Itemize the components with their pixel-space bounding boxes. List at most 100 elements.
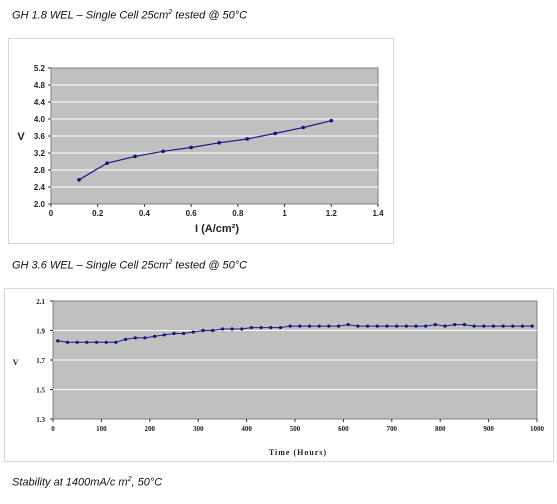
series-line <box>57 324 533 343</box>
y-tick-label: 3.6 <box>34 132 46 141</box>
footer-caption-tail: , 50°C <box>131 476 163 489</box>
x-tick-label: 0 <box>49 209 54 218</box>
data-point <box>162 333 166 337</box>
data-point <box>133 154 137 159</box>
x-tick-label: 800 <box>435 425 446 433</box>
x-tick-label: 1.2 <box>326 209 338 218</box>
y-tick-label: 3.2 <box>34 149 46 158</box>
data-point <box>433 323 437 327</box>
polarization-chart: 2.0 2.4 2.8 3.2 3.6 4.0 4.4 4.8 5.2 0 0.2 0.4 0.6 0.8… <box>8 38 394 244</box>
data-point <box>385 324 389 328</box>
chart1-caption-tail: tested @ 50°C <box>172 9 248 22</box>
data-point <box>530 324 534 328</box>
chart1-caption-text: GH 1.8 WEL – Single Cell 25cm <box>12 9 169 22</box>
data-point <box>301 125 306 130</box>
data-point <box>329 118 334 123</box>
data-point <box>161 149 165 154</box>
data-point <box>273 131 278 136</box>
data-point <box>307 324 312 328</box>
data-point <box>56 339 60 343</box>
data-point <box>462 323 466 327</box>
x-tick-label: 1.4 <box>372 209 384 218</box>
y-tick-label: 2.0 <box>34 200 46 209</box>
data-point <box>317 324 321 328</box>
x-tick-label: 300 <box>193 425 204 433</box>
y-tick-label: 5.2 <box>34 64 46 73</box>
y-axis-label: V <box>13 358 20 367</box>
data-point <box>220 327 224 331</box>
chart1-caption: GH 1.8 WEL – Single Cell 25cm2 tested @ … <box>12 9 247 22</box>
data-point <box>77 177 81 182</box>
y-tick-label: 1.5 <box>36 387 45 395</box>
data-point <box>472 324 476 328</box>
data-point <box>114 340 118 344</box>
data-point <box>404 324 408 328</box>
data-point <box>269 325 273 330</box>
x-tick-label: 0.2 <box>92 209 104 218</box>
y-tick-label: 1.9 <box>36 328 45 336</box>
data-point <box>104 340 108 344</box>
data-point <box>414 324 418 328</box>
data-point <box>133 336 137 340</box>
data-point <box>245 137 249 141</box>
data-point <box>424 324 428 328</box>
data-point <box>85 340 89 344</box>
y-axis-label: V <box>17 131 25 143</box>
data-point <box>501 324 505 328</box>
x-tick-label: 0.8 <box>232 209 244 218</box>
data-point <box>230 327 234 331</box>
data-point <box>395 324 399 328</box>
y-tick-label: 1.7 <box>36 357 45 365</box>
chart1-caption-sup: 2 <box>168 9 173 16</box>
y-tick-label: 4.4 <box>34 98 46 107</box>
x-tick-label: 600 <box>338 425 349 433</box>
data-point <box>356 324 360 328</box>
data-point <box>75 340 79 344</box>
x-tick-label: 200 <box>145 425 156 433</box>
data-point <box>172 331 176 336</box>
data-point <box>298 324 302 328</box>
data-point <box>453 323 457 327</box>
data-point <box>124 337 128 341</box>
data-point <box>182 331 186 336</box>
chart2-caption-text: GH 3.6 WEL – Single Cell 25cm <box>12 259 169 272</box>
x-tick-label: 700 <box>387 425 398 433</box>
x-tick-label: 0.4 <box>139 209 151 218</box>
data-point <box>65 340 70 344</box>
stability-chart: 1.3 1.5 1.7 1.9 2.1 0 100 200 300 400 500 600 700 800… <box>4 288 554 462</box>
x-axis-label: I (A/cm²) <box>195 223 239 235</box>
data-point <box>366 324 370 328</box>
data-point <box>482 324 486 328</box>
data-point <box>211 328 215 333</box>
y-tick-label: 1.3 <box>36 416 45 424</box>
footer-caption: Stability at 1400mA/c m2, 50°C <box>12 476 162 489</box>
footer-caption-text: Stability at 1400mA/c m <box>12 476 128 489</box>
x-tick-label: 100 <box>96 425 107 433</box>
data-point <box>375 324 379 328</box>
x-axis-label: Time (Hours) <box>269 448 327 457</box>
x-tick-label: 900 <box>483 425 494 433</box>
data-point <box>189 145 193 150</box>
chart2-caption: GH 3.6 WEL – Single Cell 25cm2 tested @ … <box>12 259 247 272</box>
data-point <box>143 336 147 340</box>
data-point <box>520 324 525 328</box>
x-tick-label: 500 <box>290 425 301 433</box>
data-point <box>201 328 205 333</box>
x-tick-label: 1000 <box>530 425 545 433</box>
chart2-caption-tail: tested @ 50°C <box>172 259 248 272</box>
data-point <box>278 325 283 330</box>
data-point <box>288 324 292 328</box>
data-point <box>249 325 254 330</box>
y-tick-label: 4.0 <box>34 115 46 124</box>
data-point <box>217 141 221 145</box>
data-point <box>259 325 263 330</box>
series-line <box>78 120 332 181</box>
data-point <box>336 324 341 328</box>
data-point <box>153 334 157 338</box>
y-tick-label: 2.4 <box>34 183 46 192</box>
y-tick-label: 2.1 <box>36 298 45 306</box>
x-tick-label: 400 <box>241 425 252 433</box>
chart2-caption-sup: 2 <box>168 259 173 266</box>
polarization-chart-svg: 2.0 2.4 2.8 3.2 3.6 4.0 4.4 4.8 5.2 0 0.2 0.4 0.6 0.8… <box>17 64 384 235</box>
data-point <box>327 324 331 328</box>
